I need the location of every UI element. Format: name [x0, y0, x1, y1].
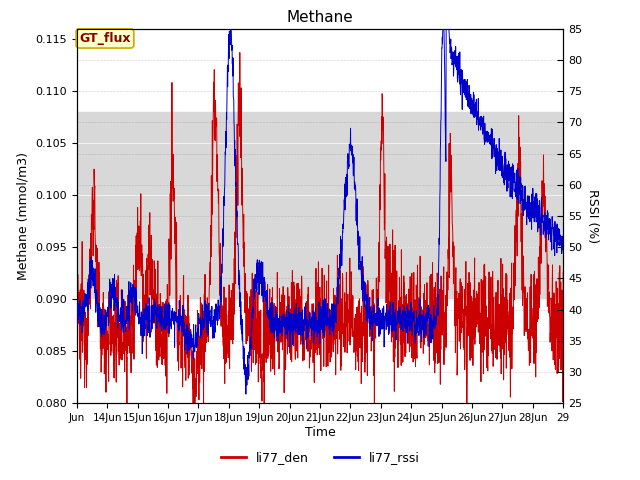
Bar: [77, 112, 563, 299]
Y-axis label: Methane (mmol/m3): Methane (mmol/m3): [17, 152, 30, 280]
X-axis label: Time: Time: [305, 426, 335, 439]
Title: Methane: Methane: [287, 10, 353, 25]
Y-axis label: RSSI (%): RSSI (%): [586, 189, 599, 243]
Text: GT_flux: GT_flux: [79, 32, 131, 45]
Legend: li77_den, li77_rssi: li77_den, li77_rssi: [216, 446, 424, 469]
